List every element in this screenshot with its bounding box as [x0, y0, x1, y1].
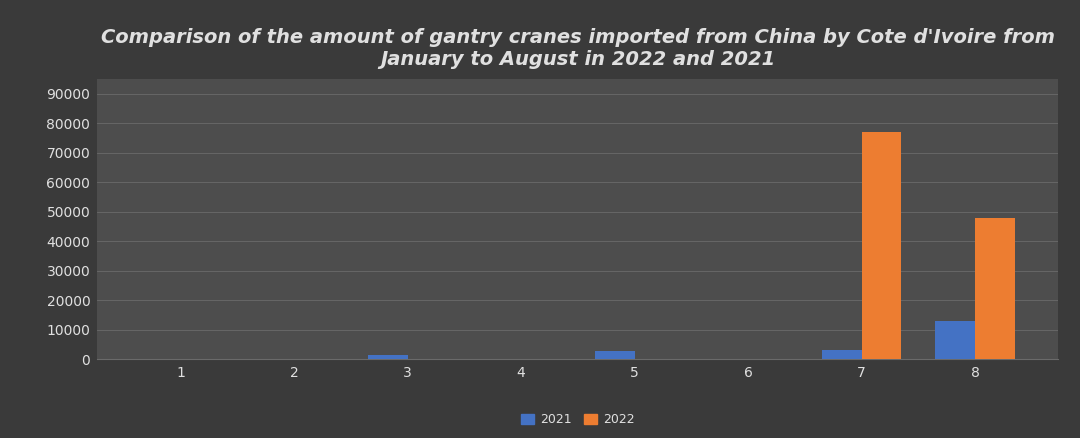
Bar — [862, 132, 901, 359]
Title: Comparison of the amount of gantry cranes imported from China by Cote d'Ivoire f: Comparison of the amount of gantry crane… — [100, 28, 1055, 69]
Bar — [822, 350, 862, 359]
Bar — [368, 355, 407, 359]
Bar — [935, 321, 975, 359]
Bar — [975, 218, 1015, 359]
Bar — [595, 351, 635, 359]
Legend: 2021, 2022: 2021, 2022 — [516, 408, 639, 431]
